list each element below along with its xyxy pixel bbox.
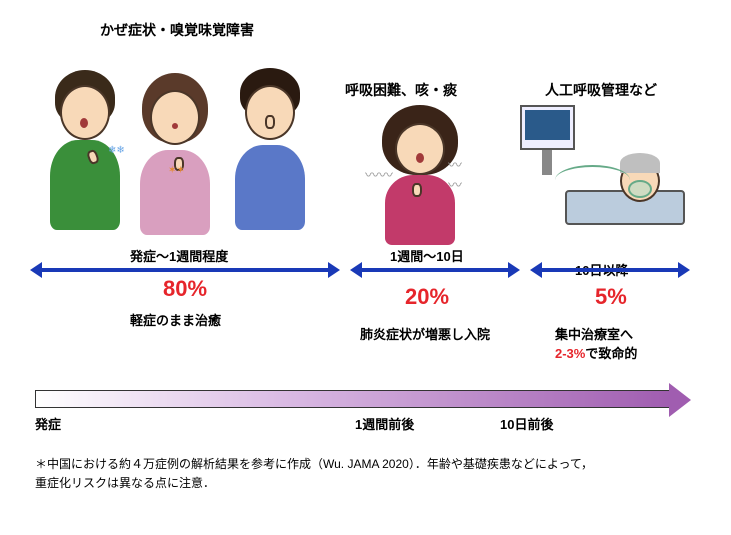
stage2-title: 呼吸困難、咳・痰 xyxy=(345,80,457,100)
stage1-percent: 80% xyxy=(163,276,207,302)
stage1-title: かぜ症状・嗅覚味覚障害 xyxy=(100,20,254,40)
illus-person-sorethroat: ✶✶ xyxy=(130,65,220,235)
stage1-outcome: 軽症のまま治癒 xyxy=(130,310,221,329)
stage2-outcome: 肺炎症状が増悪し入院 xyxy=(360,324,490,343)
timeline-arrow xyxy=(35,390,670,408)
stage3-fatal-pct: 2-3% xyxy=(555,346,585,361)
stage3-title: 人工呼吸管理など xyxy=(545,80,657,100)
pain-icon: ✶✶ xyxy=(168,165,185,176)
footnote: ＊中国における約４万症例の解析結果を参考に作成（Wu. JAMA 2020）．年… xyxy=(35,455,695,493)
timeline-label-onset: 発症 xyxy=(35,414,61,433)
stage3-fatal-suffix: で致命的 xyxy=(585,346,637,361)
breath-icon: 〰︎〰︎ xyxy=(365,165,393,185)
illus-person-dyspnea: 〰︎〰︎ 〰︎〰︎ xyxy=(370,105,470,245)
timeline-label-day10: 10日前後 xyxy=(500,414,553,433)
breath-icon-2: 〰︎〰︎ xyxy=(448,155,470,195)
mask-icon xyxy=(628,180,652,198)
arrow-stage3 xyxy=(540,268,680,272)
tube-icon xyxy=(555,165,630,195)
stage3-outcome-prefix: 集中治療室へ xyxy=(555,327,633,342)
stage2-percent: 20% xyxy=(405,284,449,310)
stage3-percent: 5% xyxy=(595,284,627,310)
footnote-line1: ＊中国における約４万症例の解析結果を参考に作成（Wu. JAMA 2020）．年… xyxy=(35,457,593,471)
stage3-outcome: 集中治療室へ 2-3%で致命的 xyxy=(555,324,637,362)
footnote-line2: 重症化リスクは異なる点に注意． xyxy=(35,476,215,490)
stage2-period: 1週間～10日 xyxy=(390,246,464,265)
stage1-period: 発症～1週間程度 xyxy=(130,246,228,265)
illus-person-nose xyxy=(225,60,315,230)
arrow-stage1 xyxy=(40,268,330,272)
arrow-stage2 xyxy=(360,268,510,272)
illus-person-coughing-1: ❄︎❄︎ xyxy=(40,60,130,230)
illus-ventilator xyxy=(520,105,690,245)
cough-icon: ❄︎❄︎ xyxy=(108,145,125,156)
timeline-label-week1: 1週間前後 xyxy=(355,414,414,433)
